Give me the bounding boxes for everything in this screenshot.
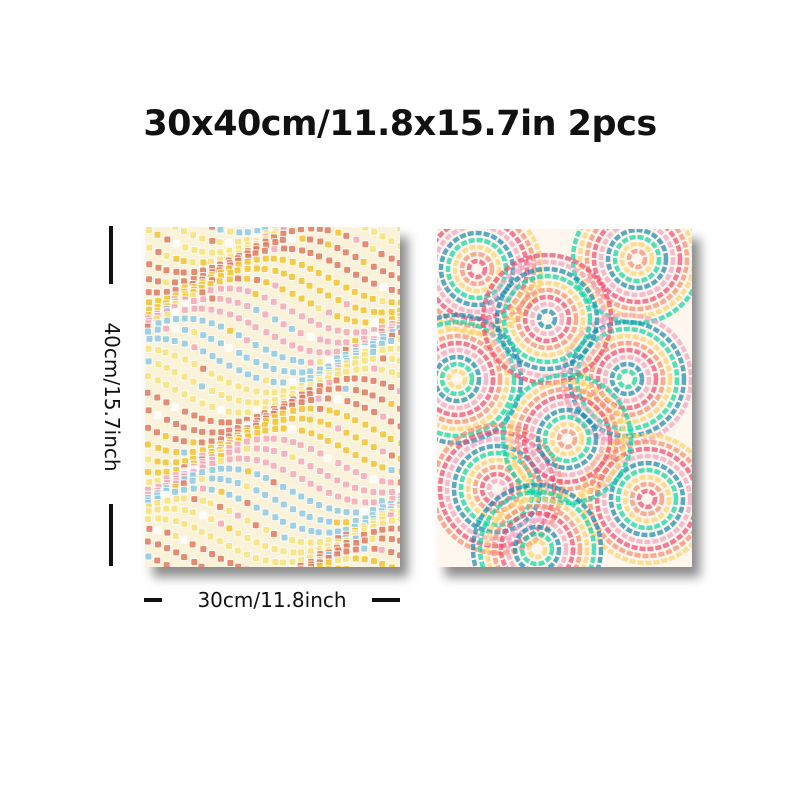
height-label: 40cm/15.7inch: [100, 322, 124, 472]
height-line-bottom: [109, 504, 113, 566]
height-line-top: [109, 226, 113, 284]
width-label: 30cm/11.8inch: [197, 588, 347, 612]
height-dimension-marker: 40cm/15.7inch: [100, 226, 124, 568]
mosaic-wave-art-icon: [145, 227, 400, 567]
size-headline: 30x40cm/11.8x15.7in 2pcs: [143, 104, 657, 144]
canvas-print-left: [145, 227, 400, 567]
width-line-right: [372, 598, 400, 602]
canvas-print-right: [437, 229, 692, 567]
rainbow-swirl-art-icon: [437, 229, 692, 567]
width-line-left: [144, 598, 162, 602]
width-dimension-marker: 30cm/11.8inch: [144, 587, 400, 613]
